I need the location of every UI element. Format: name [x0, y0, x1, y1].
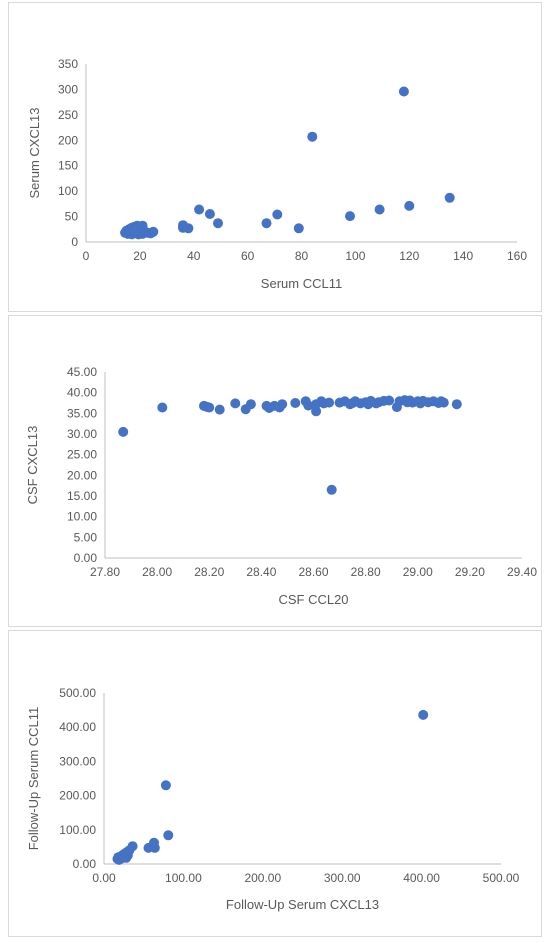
x-tick-label: 29.20: [455, 565, 485, 579]
x-tick-label: 60: [241, 249, 255, 263]
data-point: [311, 406, 322, 417]
data-point: [418, 709, 429, 720]
y-tick-label: 250: [58, 108, 78, 122]
data-point: [404, 200, 415, 211]
data-point: [160, 780, 171, 791]
data-point: [230, 398, 241, 409]
y-tick-label: 200: [58, 133, 78, 147]
scatter-chart-serum-ccl11-vs-cxcl13: 0 20 40 60 80 100 120 140 160 0 50 100 150 200 250 300 3…: [27, 57, 527, 291]
x-axis-title: CSF CCL20: [278, 592, 348, 607]
data-point: [213, 218, 223, 229]
data-point: [384, 395, 395, 406]
data-point: [444, 192, 455, 203]
data-point: [204, 402, 215, 413]
chart-panel-3: 0.00 100.00 200.00 300.00 400.00 500.00 0.00 10…: [8, 630, 542, 937]
chart-panel-2: 27.80 28.00 28.20 28.40 28.60 28.80 29.00 29.20…: [8, 315, 542, 627]
y-tick-label: 5.00: [74, 530, 98, 544]
scatter-chart-follow-up-serum: 0.00 100.00 200.00 300.00 400.00 500.00 0.00 10…: [26, 686, 520, 912]
x-tick-label: 28.60: [298, 565, 328, 579]
x-tick-label: 80: [295, 249, 309, 263]
data-point: [163, 830, 174, 841]
data-point: [261, 218, 272, 229]
x-tick-label: 400.00: [403, 871, 440, 885]
data-point: [398, 86, 409, 97]
chart-panel-1: 0 20 40 60 80 100 120 140 160 0 50 100 150 200 250 300 3…: [8, 2, 542, 312]
y-tick-label: 10.00: [67, 510, 97, 524]
data-point: [451, 399, 462, 410]
data-point: [277, 399, 288, 410]
data-point: [374, 204, 385, 215]
x-axis-title: Serum CCL11: [261, 276, 342, 291]
data-point: [345, 211, 355, 222]
y-tick-label: 350: [58, 57, 78, 71]
x-tick-label: 500.00: [483, 871, 520, 885]
x-tick-label: 0.00: [92, 871, 116, 885]
x-tick-label: 160: [507, 249, 527, 263]
data-point: [293, 223, 304, 234]
data-point: [290, 398, 301, 408]
y-axis-title: CSF CXCL13: [25, 426, 40, 505]
data-point: [183, 223, 194, 234]
data-point: [214, 404, 225, 415]
x-tick-label: 28.20: [194, 565, 224, 579]
y-tick-label: 30.00: [67, 427, 97, 441]
y-axis-title: Follow-Up Serum CCL11: [26, 707, 41, 851]
data-point: [194, 204, 205, 215]
y-tick-label: 50: [65, 210, 79, 224]
y-axis-title: Serum CXCL13: [27, 107, 42, 198]
y-tick-label: 100.00: [59, 823, 96, 837]
y-tick-label: 35.00: [67, 406, 97, 420]
x-tick-label: 100: [345, 249, 365, 263]
x-tick-label: 20: [133, 249, 147, 263]
data-point: [326, 484, 337, 495]
x-axis-title: Follow-Up Serum CXCL13: [226, 897, 379, 912]
x-tick-label: 0: [83, 249, 90, 263]
y-tick-label: 0.00: [74, 551, 98, 565]
y-tick-label: 25.00: [67, 448, 97, 462]
data-point: [324, 397, 335, 408]
data-point: [148, 226, 159, 237]
scatter-chart-csf-ccl20-vs-cxcl13: 27.80 28.00 28.20 28.40 28.60 28.80 29.00 29.20…: [25, 365, 537, 607]
data-point: [127, 841, 138, 852]
y-tick-label: 400.00: [59, 720, 96, 734]
y-tick-label: 500.00: [59, 686, 96, 700]
y-tick-label: 40.00: [67, 386, 97, 400]
x-tick-label: 120: [399, 249, 419, 263]
x-tick-label: 140: [453, 249, 473, 263]
data-point: [118, 426, 129, 437]
x-tick-label: 28.40: [246, 565, 276, 579]
x-tick-label: 300.00: [324, 871, 361, 885]
x-tick-label: 28.80: [351, 565, 381, 579]
x-tick-label: 40: [187, 249, 201, 263]
data-point: [157, 402, 168, 413]
data-point: [245, 399, 256, 410]
data-point: [272, 209, 283, 220]
data-point: [307, 131, 318, 142]
data-point: [149, 842, 160, 853]
y-tick-label: 0: [71, 235, 78, 249]
y-tick-label: 300: [58, 82, 78, 96]
y-tick-label: 150: [58, 159, 78, 173]
y-tick-label: 15.00: [67, 489, 97, 503]
data-point: [204, 209, 215, 219]
y-tick-label: 20.00: [67, 468, 97, 482]
y-tick-label: 300.00: [59, 754, 96, 768]
y-tick-label: 100: [58, 184, 78, 198]
x-tick-label: 100.00: [165, 871, 202, 885]
x-tick-label: 27.80: [90, 565, 120, 579]
y-tick-label: 45.00: [67, 365, 97, 379]
data-point: [438, 397, 449, 408]
y-tick-label: 200.00: [59, 789, 96, 803]
x-tick-label: 200.00: [244, 871, 281, 885]
x-tick-label: 29.40: [507, 565, 537, 579]
x-tick-label: 28.00: [142, 565, 172, 579]
x-tick-label: 29.00: [403, 565, 433, 579]
y-tick-label: 0.00: [73, 857, 97, 871]
data-point: [303, 400, 314, 411]
